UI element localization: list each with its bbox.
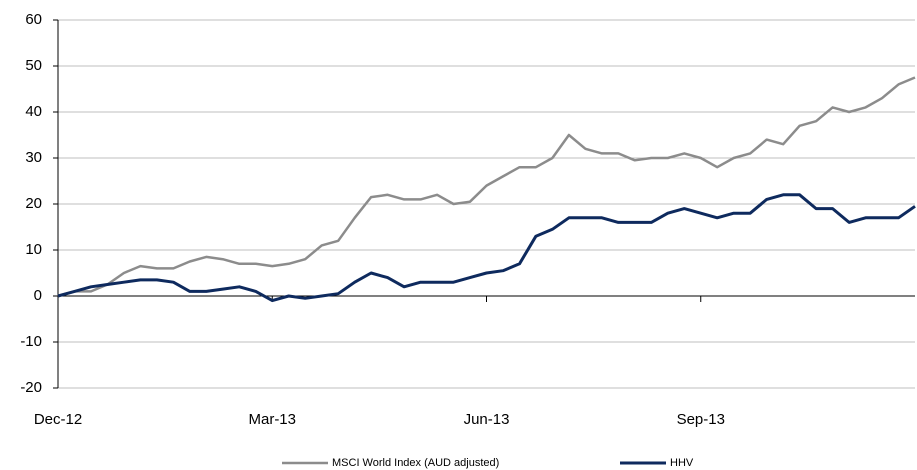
legend-label: MSCI World Index (AUD adjusted) <box>332 457 499 469</box>
y-tick-label: 20 <box>25 195 42 212</box>
y-tick-label: 60 <box>25 11 42 28</box>
x-tick-label: Mar-13 <box>248 411 296 428</box>
legend-label: HHV <box>670 457 694 469</box>
x-tick-label: Sep-13 <box>677 411 725 428</box>
y-tick-label: -20 <box>20 379 42 396</box>
y-tick-label: 40 <box>25 103 42 120</box>
series-line <box>57 193 916 303</box>
y-tick-label: -10 <box>20 333 42 350</box>
x-tick-label: Jun-13 <box>464 411 510 428</box>
y-tick-label: 50 <box>25 57 42 74</box>
y-tick-label: 10 <box>25 241 42 258</box>
y-tick-label: 0 <box>34 287 42 304</box>
y-tick-label: 30 <box>25 149 42 166</box>
x-tick-label: Dec-12 <box>34 411 82 428</box>
series-line <box>57 76 916 298</box>
